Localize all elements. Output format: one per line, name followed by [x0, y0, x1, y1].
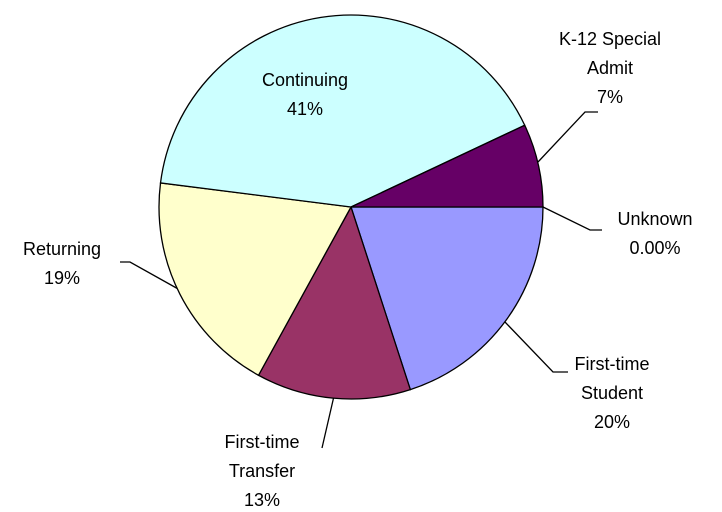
leader-line [504, 321, 568, 373]
value-label: 7% [596, 87, 623, 107]
category-label: First-time Transfer [224, 432, 300, 481]
value-label: 13% [243, 490, 281, 510]
category-label: Unknown [617, 209, 693, 229]
slice-label: Unknown 0.00% [600, 205, 710, 263]
leader-line [120, 261, 181, 291]
pie-slice [158, 182, 353, 377]
slice-label: First-time Student 20% [557, 350, 667, 437]
slice-label: Returning 19% [7, 235, 117, 293]
pie-slice [257, 205, 412, 400]
leader-lines [120, 111, 602, 449]
pie-slice [350, 206, 544, 391]
category-label: Continuing [261, 70, 349, 90]
leader-line [321, 395, 335, 449]
value-label: 0.00% [629, 238, 681, 258]
leader-line [542, 206, 602, 231]
value-label: 19% [43, 268, 81, 288]
slice-label: First-time Transfer 13% [207, 428, 317, 512]
slice-label: Continuing 41% [235, 66, 375, 124]
value-label: 41% [286, 99, 324, 119]
category-label: First-time Student [574, 354, 650, 403]
value-label: 20% [593, 412, 631, 432]
leader-line [537, 111, 598, 163]
category-label: K-12 Special Admit [558, 29, 662, 78]
category-label: Returning [22, 239, 102, 259]
slice-label: K-12 Special Admit 7% [545, 25, 675, 112]
pie-slice [159, 14, 526, 208]
pie-slice [350, 124, 544, 208]
